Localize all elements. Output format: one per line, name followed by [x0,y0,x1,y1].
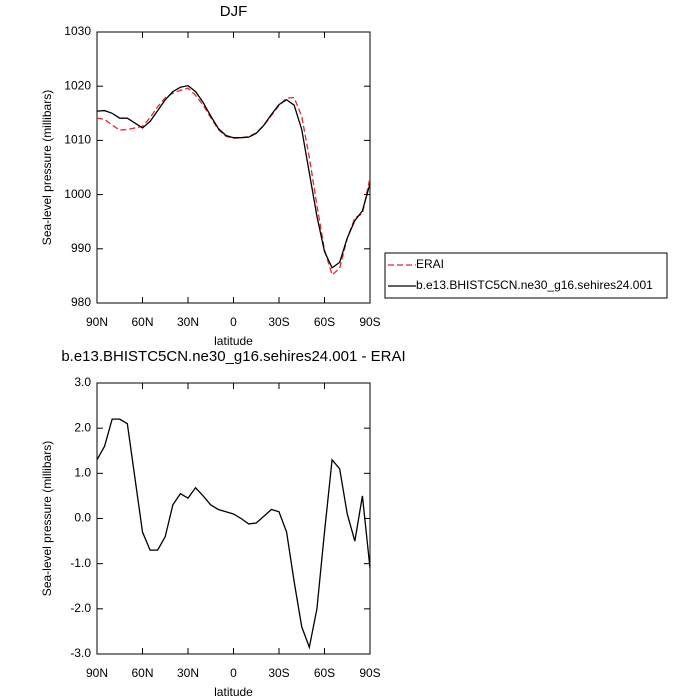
data-line [96,87,371,276]
x-tick-label: 30N [177,315,199,329]
x-tick-label: 30S [268,666,289,680]
y-tick-label: 1.0 [74,466,91,480]
y-axis-label: Sea-level pressure (millibars) [40,441,54,596]
y-tick-label: -1.0 [70,556,91,570]
plot-frame [96,31,371,304]
chart-title: DJF [220,3,248,20]
x-tick-label: 60N [131,666,153,680]
data-line [96,84,371,269]
x-tick-label: 60S [314,666,335,680]
x-tick-label: 90S [359,666,380,680]
y-tick-label: -3.0 [70,646,91,660]
x-tick-label: 30N [177,666,199,680]
legend-frame [384,252,668,299]
y-tick-label: 1020 [64,78,91,92]
x-tick-label: 90N [86,666,108,680]
x-axis-label: latitude [214,334,253,348]
x-tick-label: 0 [230,315,237,329]
legend-label: ERAI [416,257,444,271]
x-tick-label: 0 [230,666,237,680]
plot-frame [96,382,371,655]
y-tick-label: 3.0 [74,375,91,389]
x-tick-label: 90N [86,315,108,329]
x-tick-label: 30S [268,315,289,329]
x-tick-label: 90S [359,315,380,329]
x-tick-label: 60S [314,315,335,329]
legend-label: b.e13.BHISTC5CN.ne30_g16.sehires24.001 [416,278,653,292]
y-tick-label: 0.0 [74,511,91,525]
data-line [96,418,371,650]
y-tick-label: 2.0 [74,420,91,434]
y-tick-label: -2.0 [70,601,91,615]
y-tick-label: 1030 [64,24,91,38]
chart-title: b.e13.BHISTC5CN.ne30_g16.sehires24.001 -… [61,348,405,365]
x-tick-label: 60N [131,315,153,329]
y-axis-label: Sea-level pressure (millibars) [40,90,54,245]
y-tick-label: 980 [71,295,91,309]
y-tick-label: 990 [71,241,91,255]
x-axis-label: latitude [214,685,253,699]
y-tick-label: 1010 [64,133,91,147]
y-tick-label: 1000 [64,187,91,201]
